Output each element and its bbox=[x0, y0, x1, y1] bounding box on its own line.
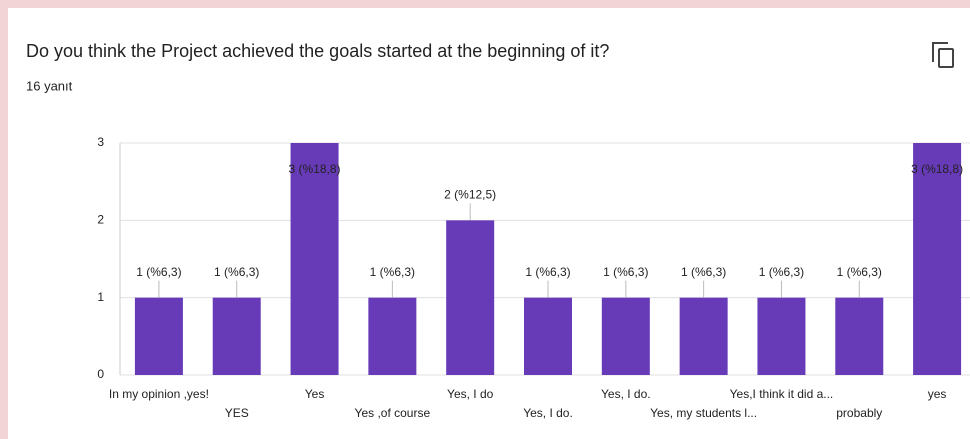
x-tick-label: Yes, I do. bbox=[523, 406, 573, 420]
copy-icon-front[interactable] bbox=[938, 48, 954, 68]
x-tick-label: probably bbox=[836, 406, 882, 420]
bar bbox=[368, 297, 417, 375]
bar bbox=[212, 297, 261, 375]
x-tick-label: yes bbox=[928, 387, 947, 401]
chart-title: Do you think the Project achieved the go… bbox=[26, 41, 609, 61]
value-label: 1 (%6,3) bbox=[681, 265, 726, 279]
bar bbox=[913, 143, 962, 375]
bar bbox=[757, 297, 806, 375]
bar bbox=[524, 297, 572, 375]
bar bbox=[601, 297, 650, 375]
y-tick-label: 0 bbox=[97, 367, 104, 381]
x-tick-label: Yes bbox=[305, 387, 325, 401]
bar bbox=[290, 143, 339, 375]
x-tick-label: Yes, I do. bbox=[601, 387, 651, 401]
value-label: 1 (%6,3) bbox=[603, 265, 648, 279]
y-tick-label: 3 bbox=[97, 135, 104, 149]
x-tick-label: Yes, my students l... bbox=[650, 406, 757, 420]
copy-icon[interactable] bbox=[932, 42, 954, 68]
bar bbox=[679, 297, 728, 375]
copy-icon-back[interactable] bbox=[932, 42, 948, 62]
value-label: 1 (%6,3) bbox=[759, 265, 804, 279]
x-tick-label: Yes ,of course bbox=[355, 406, 431, 420]
x-tick-label: Yes, I do bbox=[447, 387, 494, 401]
value-label: 2 (%12,5) bbox=[444, 188, 496, 202]
x-tick-label: YES bbox=[225, 406, 249, 420]
value-label: 3 (%18,8) bbox=[911, 162, 963, 176]
y-tick-label: 2 bbox=[97, 213, 104, 227]
value-label: 3 (%18,8) bbox=[289, 162, 341, 176]
bar bbox=[835, 297, 884, 375]
value-label: 1 (%6,3) bbox=[525, 265, 570, 279]
x-tick-label: Yes,I think it did a... bbox=[730, 387, 834, 401]
x-tick-label: In my opinion ,yes! bbox=[109, 387, 209, 401]
bar bbox=[446, 220, 495, 375]
bar bbox=[134, 297, 183, 375]
value-label: 1 (%6,3) bbox=[214, 265, 259, 279]
value-label: 1 (%6,3) bbox=[370, 265, 415, 279]
chart-subtitle: 16 yanıt bbox=[26, 78, 73, 93]
value-label: 1 (%6,3) bbox=[837, 265, 882, 279]
value-label: 1 (%6,3) bbox=[136, 265, 181, 279]
y-tick-label: 1 bbox=[97, 290, 104, 304]
